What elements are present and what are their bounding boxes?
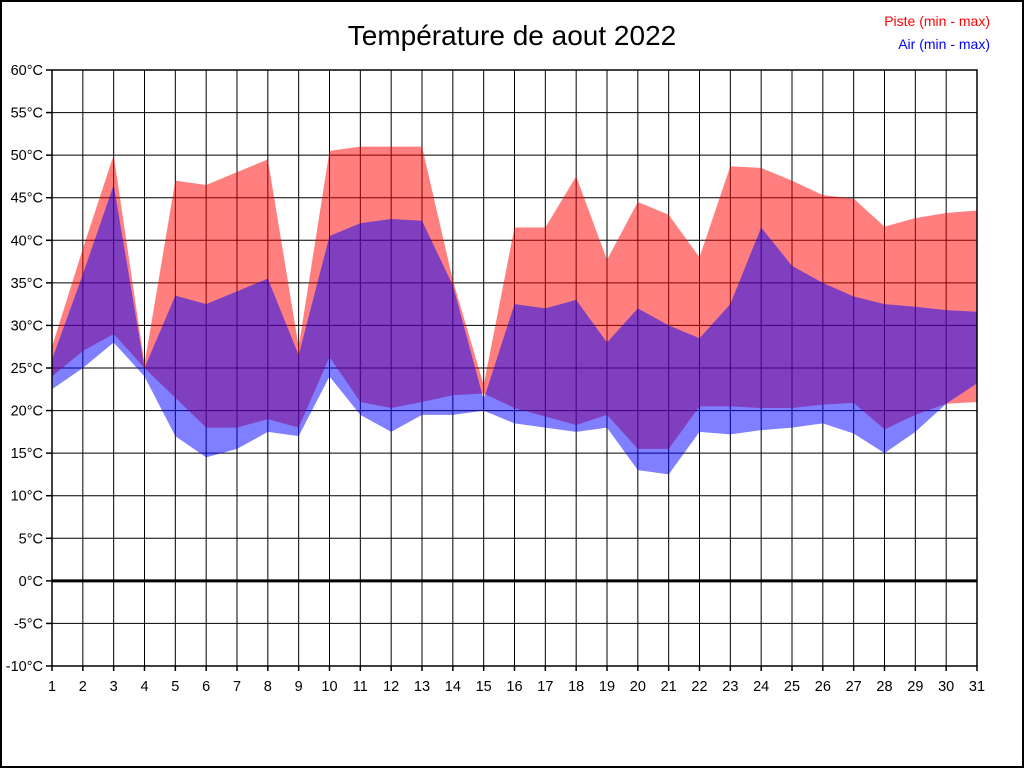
air-band	[52, 184, 977, 475]
x-tick-label: 12	[383, 679, 399, 695]
x-tick-label: 14	[445, 679, 461, 695]
y-tick-label: 50°C	[11, 148, 43, 164]
x-tick-label: 21	[661, 679, 677, 695]
legend-entry-air: Air (min - max)	[898, 36, 990, 52]
x-tick-label: 7	[233, 679, 241, 695]
x-tick-label: 16	[506, 679, 522, 695]
x-tick-label: 29	[907, 679, 923, 695]
chart-title: Température de aout 2022	[347, 20, 677, 51]
x-tick-label: 4	[140, 679, 148, 695]
x-tick-label: 17	[537, 679, 553, 695]
legend-entry-piste: Piste (min - max)	[884, 13, 990, 29]
x-tick-label: 2	[79, 679, 87, 695]
y-tick-label: 0°C	[19, 574, 43, 590]
x-tick-label: 9	[295, 679, 303, 695]
y-tick-label: 40°C	[11, 233, 43, 249]
x-tick-label: 19	[599, 679, 615, 695]
x-tick-label: 28	[876, 679, 892, 695]
y-tick-label: 55°C	[11, 106, 43, 122]
x-tick-label: 20	[630, 679, 646, 695]
x-tick-label: 22	[691, 679, 707, 695]
x-tick-label: 18	[568, 679, 584, 695]
x-tick-label: 25	[784, 679, 800, 695]
x-tick-label: 6	[202, 679, 210, 695]
x-tick-label: 13	[414, 679, 430, 695]
x-tick-label: 10	[321, 679, 337, 695]
y-tick-label: 15°C	[11, 446, 43, 462]
y-tick-label: 10°C	[11, 489, 43, 505]
x-tick-label: 24	[753, 679, 769, 695]
legend: Piste (min - max) Air (min - max)	[884, 10, 990, 56]
y-tick-label: 20°C	[11, 404, 43, 420]
x-tick-label: 31	[969, 679, 985, 695]
y-tick-label: 45°C	[11, 191, 43, 207]
y-tick-label: 60°C	[11, 63, 43, 79]
y-tick-label: -5°C	[14, 616, 43, 632]
y-tick-label: 25°C	[11, 361, 43, 377]
y-tick-label: -10°C	[6, 659, 43, 675]
y-tick-label: 5°C	[19, 531, 43, 547]
x-tick-label: 8	[264, 679, 272, 695]
x-tick-label: 23	[722, 679, 738, 695]
x-tick-label: 3	[110, 679, 118, 695]
x-tick-label: 1	[48, 679, 56, 695]
x-tick-label: 30	[938, 679, 954, 695]
y-tick-label: 35°C	[11, 276, 43, 292]
y-tick-label: 30°C	[11, 318, 43, 334]
x-tick-label: 11	[353, 679, 368, 695]
x-tick-label: 15	[476, 679, 492, 695]
x-tick-label: 5	[171, 679, 179, 695]
x-tick-label: 26	[815, 679, 831, 695]
x-tick-label: 27	[846, 679, 862, 695]
